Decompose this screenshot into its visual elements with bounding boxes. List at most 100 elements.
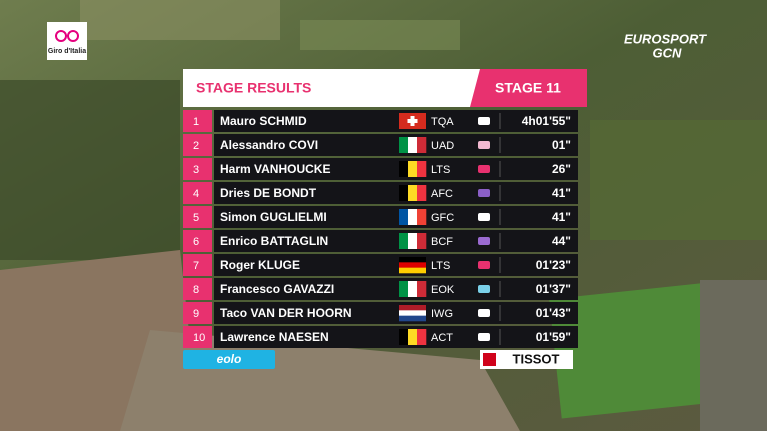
jersey-icon	[478, 309, 490, 317]
rider-name: Enrico BATTAGLIN	[220, 234, 328, 248]
team-code: AFC	[431, 188, 453, 200]
rank: 8	[193, 284, 199, 296]
rank: 2	[193, 140, 199, 152]
team-code: TQA	[431, 116, 454, 128]
time: 01'23"	[536, 258, 571, 272]
rider-cell	[214, 206, 578, 228]
time: 41"	[552, 210, 571, 224]
flag	[417, 161, 427, 177]
rank-cell	[183, 182, 212, 204]
rider-cell	[214, 302, 578, 324]
time: 01'37"	[536, 282, 571, 296]
rank-cell	[183, 278, 212, 300]
flag	[399, 281, 409, 297]
team-code: IWG	[431, 308, 453, 320]
sponsor-logo: eolo	[183, 350, 275, 369]
result-row: 1 Mauro SCHMID TQA 4h01'55"	[183, 110, 578, 132]
time: 44"	[552, 234, 571, 248]
time: 4h01'55"	[522, 114, 571, 128]
rider-name: Mauro SCHMID	[220, 114, 307, 128]
flag	[408, 161, 418, 177]
giro-logo-text: Giro d'Italia	[48, 48, 86, 55]
flag	[399, 161, 409, 177]
time: 26"	[552, 162, 571, 176]
rank: 9	[193, 308, 199, 320]
rank-cell	[183, 110, 212, 132]
team-code: UAD	[431, 140, 454, 152]
jersey-icon	[478, 189, 490, 197]
rider-cell	[214, 158, 578, 180]
team-code: LTS	[431, 164, 450, 176]
flag	[417, 233, 427, 249]
flag	[417, 329, 427, 345]
rank: 7	[193, 260, 199, 272]
rank-cell	[183, 326, 212, 348]
rank: 10	[193, 332, 205, 344]
jersey-icon	[478, 213, 490, 221]
rank: 4	[193, 188, 199, 200]
flag	[399, 137, 409, 153]
jersey-icon	[478, 285, 490, 293]
rider-cell	[214, 230, 578, 252]
rider-name: Simon GUGLIELMI	[220, 210, 327, 224]
jersey-icon	[478, 261, 490, 269]
rank-cell	[183, 134, 212, 156]
flag	[399, 310, 426, 316]
result-row: 7 Roger KLUGE LTS 01'23"	[183, 254, 578, 276]
flag	[417, 209, 427, 225]
rank-cell	[183, 254, 212, 276]
jersey-icon	[478, 141, 490, 149]
rank: 3	[193, 164, 199, 176]
rider-name: Taco VAN DER HOORN	[220, 306, 352, 320]
timing-text: TISSOT	[513, 351, 560, 366]
timing-logo: TISSOT	[480, 350, 573, 369]
jersey-icon	[478, 333, 490, 341]
flag	[399, 257, 426, 263]
result-row: 10 Lawrence NAESEN ACT 01'59"	[183, 326, 578, 348]
jersey-icon	[478, 117, 490, 125]
rider-cell	[214, 110, 578, 132]
rank-cell	[183, 158, 212, 180]
result-row: 2 Alessandro COVI UAD 01"	[183, 134, 578, 156]
flag	[408, 185, 418, 201]
team-code: EOK	[431, 284, 455, 296]
flag	[408, 137, 418, 153]
channel-logo: GCN	[653, 45, 683, 60]
team-code: BCF	[431, 236, 453, 248]
rider-cell	[214, 326, 578, 348]
result-row: 4 Dries DE BONDT AFC 41"	[183, 182, 578, 204]
result-row: 3 Harm VANHOUCKE LTS 26"	[183, 158, 578, 180]
jersey-icon	[478, 237, 490, 245]
flag	[408, 209, 418, 225]
flag	[408, 233, 418, 249]
rider-cell	[214, 254, 578, 276]
rider-cell	[214, 182, 578, 204]
team-code: LTS	[431, 260, 450, 272]
flag	[399, 329, 409, 345]
header-title: STAGE RESULTS	[196, 80, 311, 96]
result-row: 8 Francesco GAVAZZI EOK 01'37"	[183, 278, 578, 300]
flag	[417, 185, 427, 201]
flag	[399, 267, 426, 274]
rank: 1	[193, 116, 199, 128]
rank-cell	[183, 230, 212, 252]
stage-label: STAGE 11	[495, 80, 561, 96]
rank-cell	[183, 206, 212, 228]
flag	[399, 185, 409, 201]
rider-name: Harm VANHOUCKE	[220, 162, 330, 176]
time: 41"	[552, 186, 571, 200]
flag	[399, 233, 409, 249]
rider-name: Dries DE BONDT	[220, 186, 317, 200]
rider-name: Lawrence NAESEN	[220, 330, 329, 344]
giro-logo: Giro d'Italia	[47, 22, 87, 60]
flag	[407, 119, 418, 123]
result-row: 5 Simon GUGLIELMI GFC 41"	[183, 206, 578, 228]
rider-cell	[214, 134, 578, 156]
time: 01"	[552, 138, 571, 152]
flag	[408, 329, 418, 345]
rank: 5	[193, 212, 199, 224]
results-table: 1 Mauro SCHMID TQA 4h01'55" 2 Alessandro COVI…	[183, 110, 578, 348]
team-code: GFC	[431, 212, 454, 224]
rider-name: Roger KLUGE	[220, 258, 300, 272]
time: 01'59"	[536, 330, 571, 344]
